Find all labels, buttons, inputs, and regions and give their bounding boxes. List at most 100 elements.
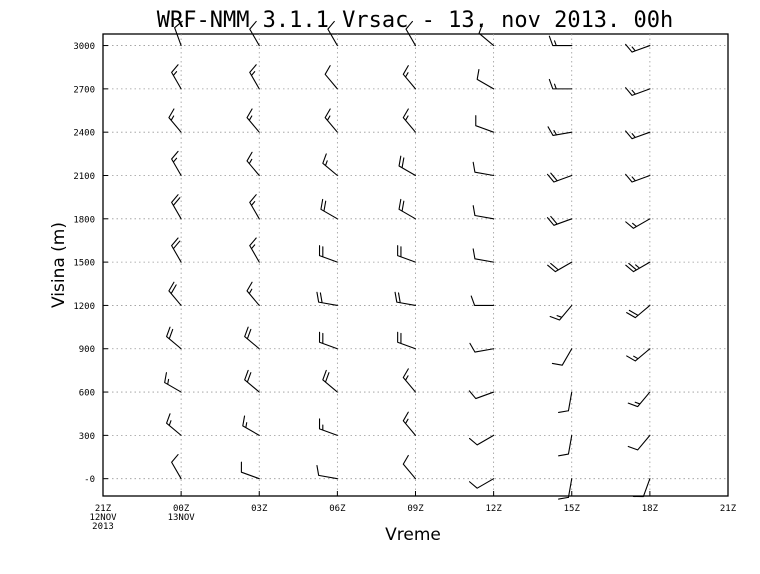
wind-barb-line	[244, 369, 260, 393]
wind-barb	[166, 326, 182, 350]
wind-barb	[246, 108, 260, 133]
wind-barb-line	[402, 454, 417, 480]
wind-barb-line	[402, 108, 417, 133]
wind-barb	[318, 331, 338, 350]
wind-barb-line	[324, 108, 338, 133]
wind-barb	[320, 198, 338, 220]
wind-barb-line	[549, 304, 573, 321]
wind-barb-line	[478, 23, 495, 47]
wind-barb	[402, 108, 417, 133]
wind-barb-line	[166, 326, 182, 350]
y-axis-ticks: -0 300 600 900 1200 1500 1800 2100 2400 2700 3000	[73, 42, 108, 485]
wind-barb-line	[394, 291, 417, 306]
wind-barb	[548, 35, 573, 47]
wind-barb	[397, 245, 417, 263]
wind-barb-line	[548, 35, 573, 47]
wind-barb	[249, 64, 260, 90]
wind-barb-line	[166, 413, 182, 436]
x-axis-title: Vreme	[385, 525, 441, 545]
wind-barb-line	[168, 108, 182, 133]
y-tick-label: 300	[79, 432, 95, 442]
wind-barb-line	[324, 65, 338, 90]
wind-barb-line	[174, 20, 183, 47]
y-tick-label: 3000	[73, 42, 95, 52]
wind-barb	[626, 304, 651, 319]
wind-barb-line	[320, 198, 338, 220]
wind-barb	[318, 245, 338, 263]
wind-barb-line	[470, 295, 495, 306]
wind-barb	[472, 205, 495, 220]
wind-barb	[478, 23, 495, 47]
wind-barb-line	[171, 64, 182, 90]
wind-barb	[558, 478, 573, 500]
x-tick-label: 12NOV	[89, 513, 117, 523]
wind-barb	[322, 369, 338, 393]
wind-barb-line	[171, 454, 182, 480]
wind-barb-line	[249, 20, 260, 47]
wind-barb	[627, 391, 651, 408]
y-tick-label: 900	[79, 345, 95, 355]
wind-barb-line	[249, 64, 260, 90]
wind-barb	[402, 454, 417, 480]
wind-barb-line	[402, 65, 417, 90]
x-tick-label: 21Z	[95, 504, 112, 514]
wind-barb	[468, 434, 495, 446]
wind-barb	[626, 348, 651, 362]
wind-barb	[402, 65, 417, 90]
x-tick-label: 21Z	[720, 504, 737, 514]
wind-barb-line	[397, 331, 417, 350]
wind-barb-line	[632, 478, 651, 498]
y-tick-label: 1500	[73, 259, 95, 269]
wind-barb	[171, 150, 182, 177]
wind-barb	[316, 464, 338, 480]
wind-barb-line	[475, 115, 495, 133]
x-tick-label: 09Z	[407, 504, 424, 514]
wind-barb	[549, 304, 573, 321]
wind-barb	[168, 281, 182, 306]
wind-barb	[171, 237, 182, 263]
x-tick-label: 18Z	[642, 504, 659, 514]
x-tick-label: 06Z	[329, 504, 346, 514]
wind-barb	[468, 390, 495, 400]
wind-barb-line	[318, 245, 338, 263]
wind-barb	[547, 261, 573, 273]
wind-barb-line	[558, 478, 573, 500]
grid-lines	[103, 34, 728, 496]
wind-barb	[246, 281, 260, 306]
wind-barb	[246, 151, 260, 177]
wind-barb	[171, 194, 182, 220]
wind-barb	[242, 415, 260, 436]
wind-barb	[402, 411, 417, 436]
wind-barb	[398, 155, 417, 177]
wind-barb	[625, 173, 651, 183]
wind-barb-line	[171, 237, 182, 263]
wind-barb	[397, 331, 417, 350]
wind-barb-line	[558, 391, 573, 414]
wind-barb	[546, 215, 573, 226]
wind-barb-line	[546, 215, 573, 226]
wind-barb-line	[627, 434, 651, 451]
wind-barb	[324, 108, 338, 133]
wind-barb	[548, 78, 573, 90]
wind-barb	[171, 64, 182, 90]
wind-barb	[402, 368, 417, 393]
wind-barb-line	[468, 478, 495, 489]
wind-barb-line	[397, 245, 417, 263]
wind-barb	[244, 369, 260, 393]
wind-barb-line	[472, 161, 495, 177]
x-tick-label: 00Z	[173, 504, 190, 514]
wind-barb	[324, 65, 338, 90]
wind-barb	[625, 130, 651, 140]
wind-barb-line	[402, 411, 417, 436]
wind-barb	[394, 291, 417, 306]
wind-barb-line	[240, 461, 260, 480]
wind-barb-line	[547, 261, 573, 273]
wind-barb	[316, 291, 338, 306]
wind-barb	[469, 342, 495, 353]
wind-barb	[240, 461, 260, 480]
wind-barb-line	[625, 87, 651, 96]
wind-barb-line	[164, 372, 182, 393]
y-tick-label: 2700	[73, 85, 95, 95]
wind-barb-line	[244, 326, 260, 350]
